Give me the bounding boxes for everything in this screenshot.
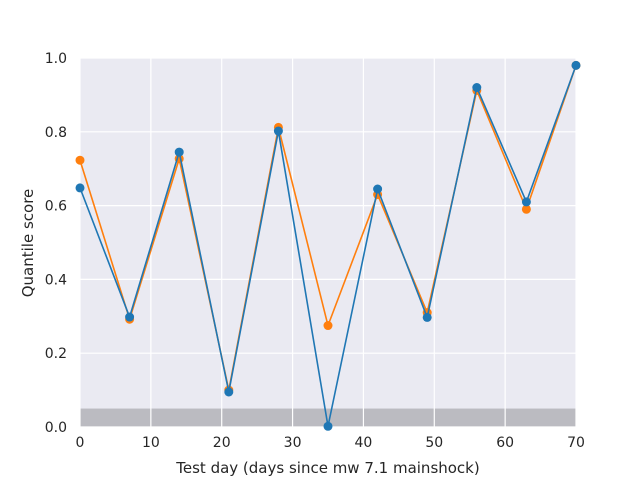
series-1 <box>75 60 581 431</box>
data-point <box>323 321 333 331</box>
x-tick-label: 60 <box>496 435 514 451</box>
data-point <box>224 387 234 397</box>
y-tick-labels: 0.0 0.2 0.4 0.6 0.8 1.0 <box>45 51 67 436</box>
data-point <box>125 312 135 322</box>
plot-area <box>80 58 576 427</box>
x-tick-label: 0 <box>76 435 85 451</box>
shaded-band <box>80 408 576 427</box>
y-tick-label: 0.6 <box>45 199 67 215</box>
data-point <box>174 147 184 157</box>
y-tick-label: 0.4 <box>45 272 67 288</box>
data-point <box>323 421 333 431</box>
series-layer <box>75 60 581 431</box>
y-tick-label: 0.2 <box>45 346 67 362</box>
x-tick-labels: 0 10 20 30 40 50 60 70 <box>76 435 585 451</box>
data-point <box>373 184 383 194</box>
x-tick-label: 40 <box>355 435 373 451</box>
y-tick-label: 0.8 <box>45 125 67 141</box>
x-tick-label: 10 <box>142 435 160 451</box>
y-axis-title: Quantile score <box>19 189 37 298</box>
data-point <box>521 204 531 214</box>
data-point <box>75 155 85 165</box>
y-tick-label: 0.0 <box>45 420 67 436</box>
shaded-band-layer <box>80 408 576 427</box>
x-tick-label: 20 <box>213 435 231 451</box>
x-axis-title: Test day (days since mw 7.1 mainshock) <box>175 459 479 477</box>
x-tick-label: 50 <box>425 435 443 451</box>
data-point <box>472 83 482 93</box>
data-point <box>521 197 531 207</box>
data-point <box>75 183 85 193</box>
x-tick-label: 70 <box>567 435 585 451</box>
data-point <box>273 126 283 136</box>
y-tick-label: 1.0 <box>45 51 67 67</box>
x-tick-label: 30 <box>284 435 302 451</box>
data-point <box>571 60 581 70</box>
data-point <box>422 312 432 322</box>
